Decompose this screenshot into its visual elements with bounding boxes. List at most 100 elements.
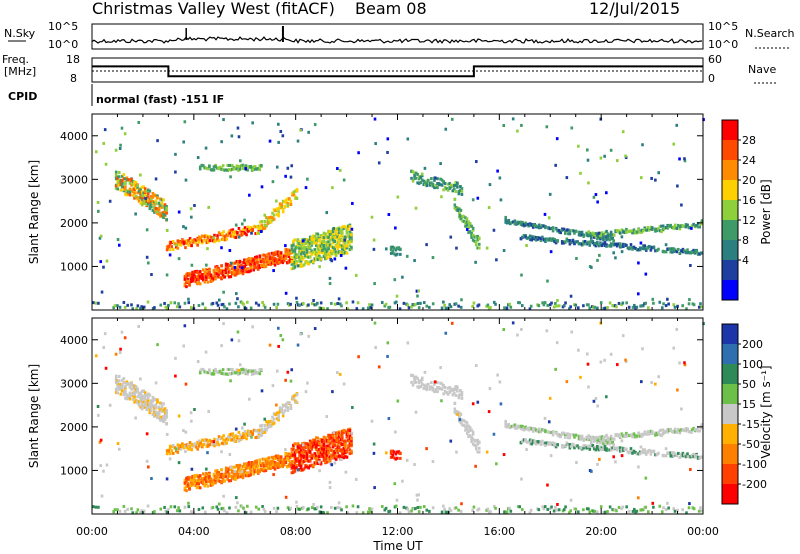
- velocity-cell: [232, 477, 236, 481]
- velocity-cell: [334, 434, 338, 438]
- velocity-cell: [108, 403, 112, 407]
- velocity-cell: [632, 432, 636, 436]
- power-cell: [137, 120, 141, 124]
- power-cell: [425, 304, 429, 308]
- power-cell: [315, 244, 318, 248]
- power-cell: [179, 241, 183, 245]
- velocity-cell: [307, 507, 310, 511]
- velocity-cell: [600, 435, 604, 439]
- velocity-cell: [401, 479, 404, 483]
- velocity-cell: [677, 427, 680, 431]
- power-cell: [648, 244, 651, 248]
- power-cell: [260, 185, 264, 189]
- velocity-cell: [319, 505, 323, 509]
- velocity-cell: [315, 461, 318, 465]
- velocity-cell: [228, 452, 232, 456]
- power-cell: [135, 307, 138, 311]
- velocity-cell: [117, 384, 121, 388]
- power-cell: [295, 296, 298, 300]
- velocity-cell: [333, 456, 336, 460]
- power-cell: [157, 212, 161, 216]
- power-cell: [255, 260, 259, 264]
- velocity-cell: [114, 352, 118, 356]
- power-cell: [279, 251, 283, 255]
- velocity-cell: [208, 438, 212, 442]
- power-cell: [440, 183, 444, 187]
- power-cell: [160, 205, 164, 209]
- velocity-cell: [292, 470, 295, 474]
- power-cell: [99, 234, 103, 238]
- power-cell: [148, 204, 152, 208]
- power-cell: [140, 197, 144, 201]
- power-cell: [145, 228, 149, 232]
- velocity-cell: [195, 479, 199, 483]
- power-cell: [199, 237, 203, 241]
- velocity-cell: [266, 420, 270, 424]
- power-cell: [188, 283, 191, 287]
- power-cell: [675, 250, 679, 254]
- velocity-cell: [206, 475, 210, 479]
- velocity-cell: [119, 392, 123, 396]
- velocity-cell: [269, 466, 272, 470]
- velocity-cell: [646, 432, 650, 436]
- velocity-cell: [338, 506, 342, 510]
- velocity-cell: [304, 442, 307, 446]
- velocity-cell: [301, 451, 304, 455]
- velocity-cell: [134, 388, 138, 392]
- power-cell: [220, 264, 223, 268]
- power-cell: [267, 257, 271, 261]
- power-cell: [292, 266, 295, 270]
- velocity-cell: [312, 502, 315, 506]
- power-cell: [568, 239, 572, 243]
- power-cell: [520, 273, 523, 277]
- nsky-tick-bottom: 10^0: [48, 38, 78, 51]
- power-cell: [398, 307, 402, 311]
- power-cell: [240, 270, 243, 274]
- velocity-cell: [322, 455, 326, 459]
- power-cell: [631, 245, 634, 249]
- power-cell: [178, 240, 181, 244]
- power-cell: [215, 166, 219, 170]
- velocity-cell: [255, 470, 259, 474]
- power-cell: [620, 250, 624, 254]
- power-cell: [361, 307, 365, 311]
- velocity-cell: [545, 441, 549, 445]
- power-cell: [187, 301, 191, 305]
- power-cell: [159, 197, 162, 201]
- velocity-cell: [316, 505, 319, 509]
- power-cell: [229, 175, 232, 179]
- velocity-cell: [641, 508, 645, 512]
- power-cell: [271, 211, 274, 215]
- power-cell: [541, 301, 544, 305]
- velocity-cell: [539, 442, 543, 446]
- power-cell: [185, 285, 188, 289]
- velocity-cell: [160, 415, 164, 419]
- power-cell: [599, 156, 603, 160]
- velocity-cell: [340, 438, 344, 442]
- power-cell: [263, 223, 267, 227]
- velocity-cell: [629, 450, 633, 454]
- velocity-cell: [311, 442, 315, 446]
- power-cell: [194, 239, 198, 243]
- power-cell: [192, 277, 196, 281]
- power-cell: [648, 228, 651, 232]
- power-cell: [586, 234, 590, 238]
- power-cell: [333, 239, 336, 243]
- velocity-cell: [618, 435, 622, 439]
- velocity-cell: [594, 445, 598, 449]
- power-cell: [672, 303, 676, 307]
- power-cell: [254, 232, 258, 236]
- power-cell: [416, 294, 419, 298]
- power-cell: [119, 178, 123, 182]
- velocity-cell: [305, 459, 309, 463]
- velocity-cell: [241, 476, 245, 480]
- power-cell: [215, 301, 219, 305]
- power-cell: [162, 211, 165, 215]
- velocity-cell: [241, 426, 244, 430]
- power-cell: [147, 261, 150, 265]
- power-cell: [673, 226, 677, 230]
- power-cell: [294, 189, 297, 193]
- velocity-cell: [212, 372, 216, 376]
- velocity-cell: [244, 511, 248, 515]
- velocity-cell: [263, 430, 267, 434]
